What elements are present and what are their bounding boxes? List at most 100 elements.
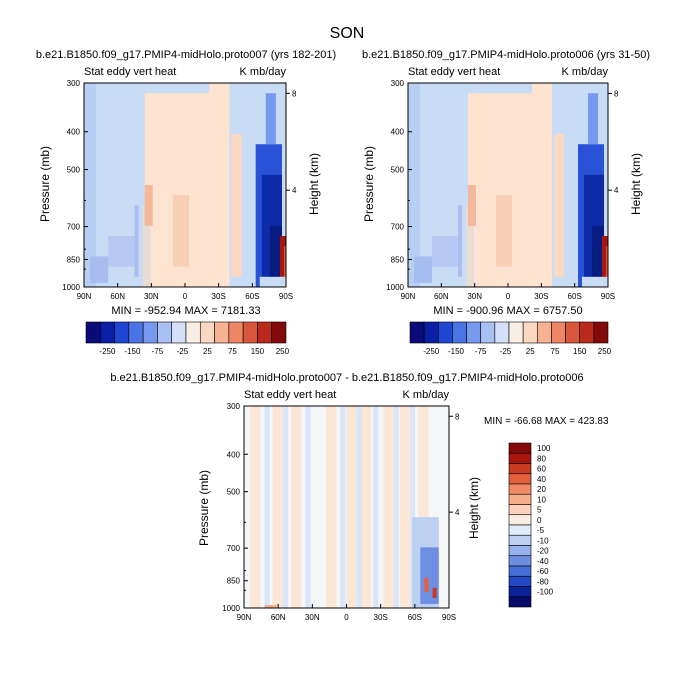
field-band <box>340 406 346 608</box>
x-tick-label: 90N <box>237 613 252 622</box>
colorbar-swatch <box>199 321 215 344</box>
panel-3-left-label: Stat eddy vert heat <box>244 389 336 401</box>
field-band <box>360 406 372 608</box>
colorbar-swatch <box>480 321 496 344</box>
y-tick-label: 400 <box>391 128 405 137</box>
x-tick-label: 30N <box>305 613 320 622</box>
colorbar-swatch <box>508 452 532 464</box>
y-tick-label: 850 <box>391 255 405 264</box>
colorbar-label: 150 <box>573 347 587 356</box>
field-band <box>606 246 608 279</box>
colorbar-label: 0 <box>537 516 542 525</box>
field-band <box>326 406 337 608</box>
colorbar-label: 10 <box>537 495 546 504</box>
field-band <box>414 256 432 283</box>
colorbar-swatch <box>508 442 532 454</box>
x-tick-label: 90N <box>401 292 416 301</box>
field-band <box>264 604 277 608</box>
colorbar-swatch <box>508 483 532 495</box>
colorbar-label: 100 <box>537 444 551 453</box>
colorbar-label: 75 <box>228 347 237 356</box>
field-band <box>231 134 242 277</box>
colorbar-label: 5 <box>537 506 542 515</box>
colorbar-swatch <box>437 321 453 344</box>
colorbar-label: -5 <box>537 526 545 535</box>
colorbar-label: 250 <box>598 347 612 356</box>
field-band <box>383 406 394 608</box>
field-band <box>356 406 362 608</box>
colorbar-swatch <box>536 321 552 344</box>
field-band <box>134 205 139 277</box>
panel-3-plot-area: 90N 60N 30N 0 30S 60S 90S 300 400 500 700 850 1000 8 4 <box>222 402 460 622</box>
field-band <box>90 256 109 283</box>
y-tick-label: 850 <box>227 577 241 586</box>
panel-2-right-label: K mb/day <box>562 66 609 78</box>
y-tick-label: 500 <box>227 488 241 497</box>
field-band <box>432 236 458 267</box>
colorbar-swatch <box>508 504 532 516</box>
panel-2-stats: MIN = -900.96 MAX = 6757.50 <box>433 305 582 317</box>
panel-2-colorbar: -250 -150 -75 -25 25 75 150 250 <box>409 321 612 356</box>
field-band <box>592 225 604 283</box>
colorbar-label: -250 <box>423 347 440 356</box>
field-band <box>305 406 311 608</box>
panel-1-colorbar: -250 -150 -75 -25 25 75 150 250 <box>85 321 290 356</box>
colorbar-swatch <box>508 545 532 557</box>
colorbar-label: -40 <box>537 557 549 566</box>
field-band <box>588 93 598 145</box>
field-band <box>554 134 564 277</box>
y-tick-label: 700 <box>227 544 241 553</box>
colorbar-swatch <box>257 321 273 344</box>
field-band <box>279 236 286 283</box>
field-band <box>532 83 552 287</box>
y-tick-label: 700 <box>391 223 405 232</box>
field-band <box>410 406 416 608</box>
y-tick-label: 500 <box>391 166 405 175</box>
field-band <box>418 406 429 608</box>
field-band <box>250 406 261 608</box>
x-tick-label: 60S <box>245 292 259 301</box>
colorbar-label: -80 <box>537 577 549 586</box>
x-tick-label: 30S <box>534 292 548 301</box>
colorbar-swatch <box>114 321 130 344</box>
field-band <box>468 185 476 226</box>
panel-3: b.e21.B1850.f09_g17.PMIP4-midHolo.proto0… <box>110 372 609 622</box>
colorbar-swatch <box>142 321 158 344</box>
field-band <box>265 93 276 145</box>
field-band <box>408 83 420 287</box>
colorbar-label: -60 <box>537 567 549 576</box>
panel-2-ylabel: Pressure (mb) <box>362 146 376 222</box>
panel-3-title: b.e21.B1850.f09_g17.PMIP4-midHolo.proto0… <box>110 372 583 384</box>
panel-1-right-label: K mb/day <box>240 66 287 78</box>
field-band <box>466 205 474 287</box>
panel-1: b.e21.B1850.f09_g17.PMIP4-midHolo.proto0… <box>36 49 336 356</box>
field-band <box>373 406 379 608</box>
field-band <box>272 406 283 608</box>
panel-1-title: b.e21.B1850.f09_g17.PMIP4-midHolo.proto0… <box>36 49 336 61</box>
colorbar-label: -10 <box>537 536 549 545</box>
colorbar-swatch <box>466 321 482 344</box>
heatmap-field-3 <box>244 406 449 608</box>
x-tick-label: 30N <box>144 292 159 301</box>
panel-1-ylabel: Pressure (mb) <box>38 146 52 222</box>
heatmap-field-1 <box>84 83 286 287</box>
colorbar-label: -250 <box>99 347 116 356</box>
colorbar-swatch <box>128 321 144 344</box>
colorbar-label: -150 <box>448 347 465 356</box>
field-band <box>424 577 429 592</box>
x-tick-label: 30S <box>212 292 226 301</box>
colorbar-label: 150 <box>251 347 265 356</box>
y-tick-label: 400 <box>227 450 241 459</box>
colorbar-label: 80 <box>537 454 546 463</box>
colorbar-label: -20 <box>537 547 549 556</box>
colorbar-swatch <box>508 493 532 505</box>
x-tick-label: 30S <box>374 613 388 622</box>
panel-1-stats: MIN = -952.94 MAX = 7181.33 <box>111 305 260 317</box>
field-band <box>209 83 230 287</box>
field-band <box>291 406 302 608</box>
colorbar-swatch <box>508 321 524 344</box>
colorbar-swatch <box>271 321 287 344</box>
x-tick-label: 0 <box>344 613 349 622</box>
y2-tick-label: 4 <box>455 508 460 517</box>
x-tick-label: 60N <box>271 613 286 622</box>
